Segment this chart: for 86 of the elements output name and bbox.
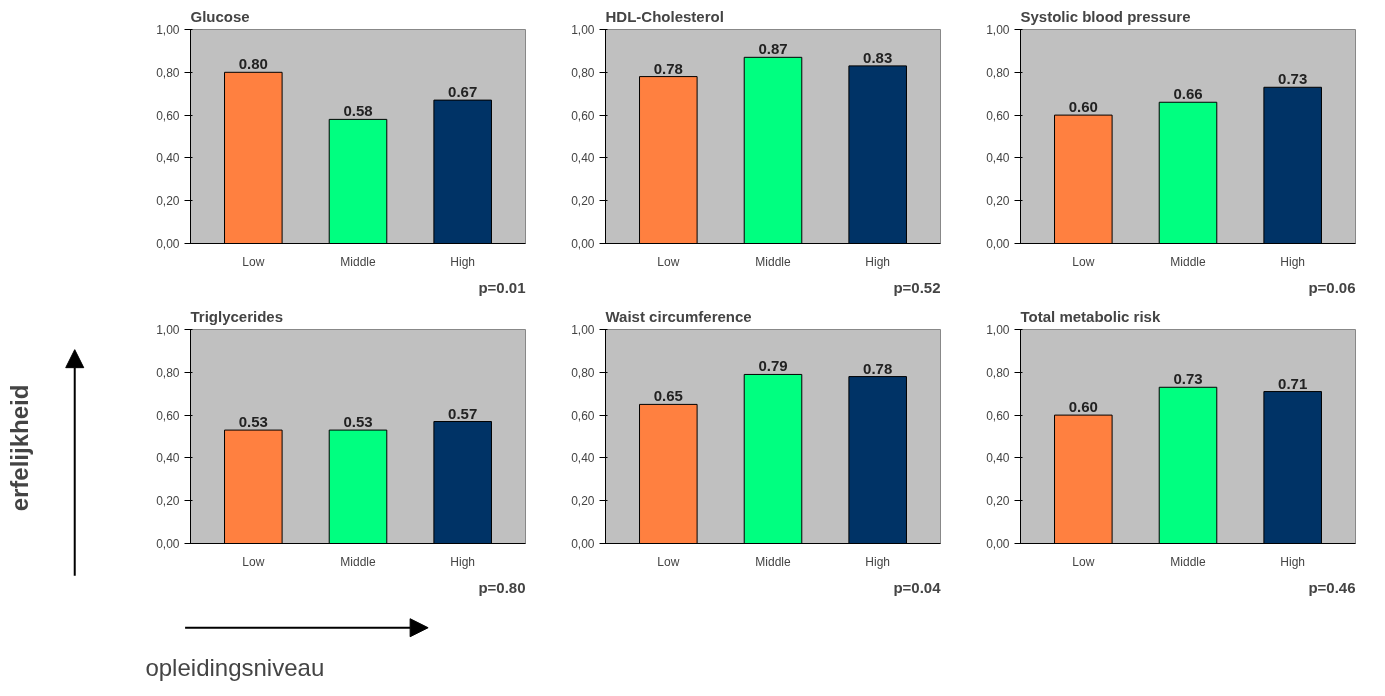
text: p=0.46: [1308, 578, 1356, 596]
y-tick-label: 0,40: [156, 451, 180, 466]
chart-title: HDL-Cholesterol: [605, 7, 724, 25]
y-tick-label: 0,60: [156, 108, 180, 123]
data-label: 0.78: [863, 359, 893, 377]
text: p=0.52: [893, 278, 941, 296]
data-label: 0.73: [1278, 70, 1308, 88]
data-label: 0.87: [758, 40, 788, 58]
y-tick-label: 1,00: [156, 23, 180, 37]
x-tick-label: High: [865, 554, 891, 569]
y-tick-label: 0,40: [571, 451, 595, 466]
y-tick-label: 0,20: [571, 194, 595, 209]
y-tick-label: 0,00: [986, 237, 1010, 251]
y-tick-label: 0,60: [156, 408, 180, 423]
y-tick-label: 1,00: [571, 323, 595, 337]
y-tick-label: 0,60: [571, 108, 595, 123]
y-tick-label: 0,40: [571, 151, 595, 166]
x-tick-label: High: [450, 254, 476, 269]
x-tick-label: Middle: [1170, 554, 1206, 569]
x-tick-label: Low: [242, 254, 265, 269]
data-label: 0.71: [1278, 374, 1308, 392]
y-tick-label: 0,40: [986, 451, 1010, 466]
y-tick-label: 0,80: [156, 65, 180, 80]
y-tick-label: 0,00: [571, 537, 595, 551]
x-tick-label: Low: [1072, 254, 1095, 269]
x-tick-label: Low: [657, 554, 680, 569]
y-tick-label: 0,00: [156, 237, 180, 251]
y-tick-label: 0,40: [986, 151, 1010, 166]
data-label: 0.53: [238, 413, 268, 431]
x-tick-label: Low: [657, 254, 680, 269]
data-label: 0.53: [343, 413, 373, 431]
data-label: 0.60: [1068, 98, 1098, 116]
x-tick-label: Middle: [755, 554, 791, 569]
x-tick-label: High: [1280, 254, 1306, 269]
x-tick-label: High: [865, 254, 891, 269]
x-tick-label: Low: [242, 554, 265, 569]
y-tick-label: 0,60: [986, 408, 1010, 423]
data-label: 0.60: [1068, 398, 1098, 416]
chart-title: Triglycerides: [190, 307, 284, 325]
y-tick-label: 0,80: [156, 365, 180, 380]
data-label: 0.83: [863, 48, 893, 66]
y-tick-label: 0,00: [571, 237, 595, 251]
y-tick-label: 1,00: [156, 323, 180, 337]
y-tick-label: 0,80: [986, 365, 1010, 380]
y-tick-label: 1,00: [986, 23, 1010, 37]
text: p=0.01: [478, 278, 526, 296]
data-label: 0.80: [238, 55, 268, 73]
x-tick-label: Middle: [755, 254, 791, 269]
y-tick-label: 0,60: [571, 408, 595, 423]
y-tick-label: 0,20: [156, 494, 180, 509]
data-label: 0.78: [653, 59, 683, 77]
text: p=0.80: [478, 578, 526, 596]
y-tick-label: 0,60: [986, 108, 1010, 123]
y-tick-label: 0,20: [156, 194, 180, 209]
y-tick-label: 0,20: [986, 194, 1010, 209]
x-tick-label: High: [1280, 554, 1306, 569]
data-label: 0.66: [1173, 85, 1203, 103]
chart-title: Waist circumference: [605, 307, 752, 325]
data-label: 0.73: [1173, 370, 1203, 388]
x-tick-label: Middle: [340, 554, 376, 569]
x-tick-label: High: [450, 554, 476, 569]
x-axis-title: opleidingsniveau: [145, 654, 325, 682]
y-tick-label: 0,80: [571, 65, 595, 80]
data-label: 0.58: [343, 102, 373, 120]
chart-title: Total metabolic risk: [1020, 307, 1161, 325]
y-tick-label: 1,00: [571, 23, 595, 37]
data-label: 0.79: [758, 357, 788, 375]
data-label: 0.67: [448, 83, 478, 101]
y-tick-label: 0,40: [156, 151, 180, 166]
y-axis-title: erfelijkheid: [6, 384, 34, 512]
y-tick-label: 0,00: [156, 537, 180, 551]
text: p=0.06: [1308, 278, 1356, 296]
data-label: 0.57: [448, 404, 478, 422]
x-tick-label: Middle: [340, 254, 376, 269]
y-tick-label: 0,20: [571, 494, 595, 509]
x-tick-label: Middle: [1170, 254, 1206, 269]
y-tick-label: 0,20: [986, 494, 1010, 509]
chart-title: Systolic blood pressure: [1020, 7, 1191, 25]
text: p=0.04: [893, 578, 942, 596]
y-tick-label: 0,00: [986, 537, 1010, 551]
chart-title: Glucose: [190, 7, 250, 25]
y-tick-label: 0,80: [986, 65, 1010, 80]
x-tick-label: Low: [1072, 554, 1095, 569]
data-label: 0.65: [653, 387, 683, 405]
y-tick-label: 0,80: [571, 365, 595, 380]
y-tick-label: 1,00: [986, 323, 1010, 337]
